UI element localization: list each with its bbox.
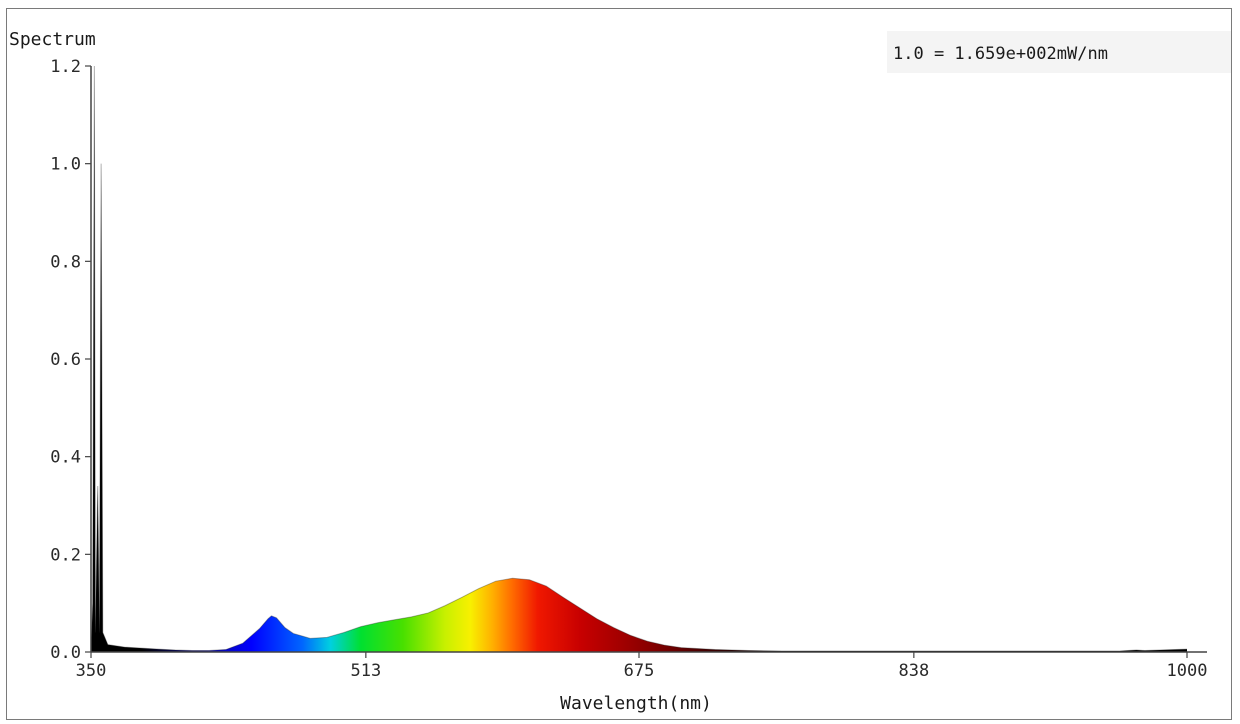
y-tick-label: 0.8 [50, 252, 81, 272]
x-axis-title: Wavelength(nm) [560, 693, 712, 714]
spectrum-area [91, 66, 1187, 652]
x-tick-label: 513 [350, 661, 381, 681]
x-tick-label: 838 [898, 661, 929, 681]
x-tick-label: 675 [624, 661, 655, 681]
y-tick-label: 0.4 [50, 448, 81, 468]
axes: 0.0 0.2 0.4 0.6 0.8 1.0 1.2 350 513 675 838 1000 [50, 57, 1207, 681]
chart-title: Spectrum [9, 29, 96, 50]
x-tick-label: 1000 [1167, 661, 1208, 681]
scale-note: 1.0 = 1.659e+002mW/nm [893, 44, 1108, 64]
plot-area [90, 65, 1188, 653]
spectrum-line [90, 65, 1188, 653]
y-tick-label: 1.2 [50, 57, 81, 77]
chart-frame: 0.0 0.2 0.4 0.6 0.8 1.0 1.2 350 513 675 838 1000 Sp… [6, 8, 1232, 720]
y-tick-label: 0.6 [50, 350, 81, 370]
scale-note-background [887, 31, 1231, 73]
spectrum-chart: 0.0 0.2 0.4 0.6 0.8 1.0 1.2 350 513 675 838 1000 Sp… [9, 29, 1231, 714]
y-tick-label: 0.0 [50, 643, 81, 663]
x-tick-label: 350 [76, 661, 107, 681]
y-tick-label: 1.0 [50, 155, 81, 175]
y-tick-label: 0.2 [50, 545, 81, 565]
